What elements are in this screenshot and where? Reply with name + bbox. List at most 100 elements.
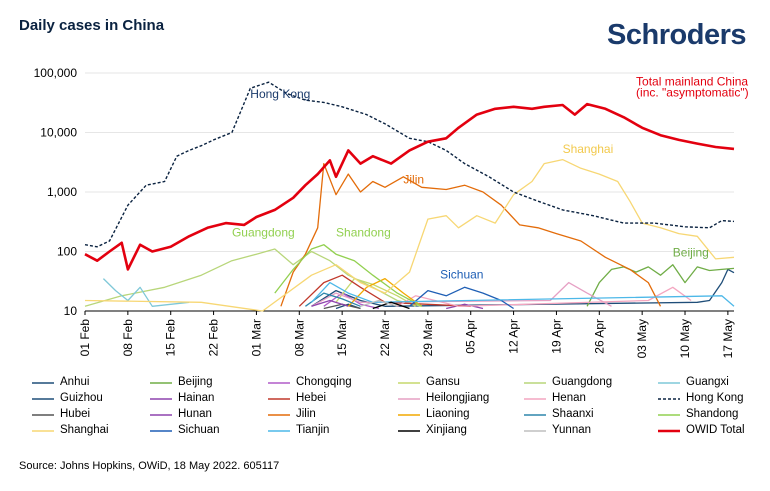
x-tick-label: 10 May [678,319,692,358]
x-tick-label: 05 Apr [464,319,478,354]
y-tick-label: 100 [57,245,77,259]
x-tick-label: 15 Feb [164,319,178,357]
x-tick-label: 22 Feb [207,319,221,357]
source-note: Source: Johns Hopkins, OWiD, 18 May 2022… [19,460,280,472]
legend-label: Chongqing [296,376,352,388]
series-annotation: Sichuan [440,268,483,282]
legend-label: Yunnan [552,424,592,436]
x-tick-label: 17 May [721,319,735,358]
series-line-hunan [311,299,349,307]
legend-label: Guangxi [686,376,729,388]
legend-swatch [32,430,54,432]
chart-axes: 10 100 1,000 10,000 100,000 01 Feb 08 Feb 15 Fe… [34,66,735,358]
legend-swatch [658,398,680,400]
legend-swatch [658,429,680,433]
legend-swatch [524,414,546,416]
legend-swatch [150,430,172,432]
chart-area: 10 100 1,000 10,000 100,000 01 Feb 08 Feb 15 Fe… [34,66,749,358]
series-annotation: (inc. "asymptomatic") [636,86,749,100]
series-annotation: Total mainland China [636,74,748,88]
series-line-liaoning [347,277,423,307]
series-line-guangdong [84,248,422,307]
series-annotation: Beijing [673,246,709,260]
legend-label: Tianjin [296,424,330,436]
legend-swatch [268,414,290,416]
series-line-jilin [280,162,662,307]
legend-swatch [658,382,680,384]
x-tick-label: 29 Mar [421,319,435,356]
legend-swatch [150,398,172,400]
legend-label: Gansu [426,376,460,388]
y-tick-label: 10 [64,304,78,318]
series-line-hong-kong [84,81,735,248]
legend-label: Heilongjiang [426,392,490,404]
legend-label: Liaoning [426,408,470,420]
legend-label: Hainan [178,392,215,404]
x-tick-label: 03 May [635,319,649,358]
series-annotation: Shanghai [563,142,614,156]
brand-logo: Schroders [607,19,746,51]
legend-swatch [524,430,546,432]
legend-swatch [398,430,420,432]
grid-lines [85,72,734,252]
chart-title: Daily cases in China [19,17,165,34]
series-line-heilongjiang [311,281,612,307]
legend-label: Hubei [60,408,91,420]
x-tick-label: 22 Mar [378,319,392,356]
legend-swatch [32,398,54,400]
legend-swatch [268,382,290,384]
legend-label: Guizhou [60,392,103,404]
annotation-layer: Hong Kong Total mainland China(inc. "asym… [232,74,749,281]
legend-label: Shandong [686,408,739,420]
legend-label: Xinjiang [426,424,467,436]
x-tick-label: 26 Apr [592,319,606,354]
x-tick-label: 19 Apr [549,319,563,354]
legend-label: Henan [552,392,586,404]
series-annotation: Guangdong [232,225,295,239]
legend-swatch [524,398,546,400]
x-tick-label: 12 Apr [507,319,521,354]
legend-label: Anhui [60,376,90,388]
series-line-xinjiang [372,301,410,310]
x-tick-label: 08 Mar [292,319,306,356]
series-annotation: Jilin [403,172,424,186]
series-annotation: Shandong [336,225,391,239]
series-line-hainan [446,303,484,310]
series-line-yunnan [360,299,398,307]
series-line-henan [396,286,692,307]
legend-label: OWID Total [686,424,745,436]
legend-label: Shaanxi [552,408,594,420]
y-tick-label: 1,000 [47,185,77,199]
series-layer [84,81,735,312]
series-line-tianjin [311,281,735,307]
legend-label: Guangdong [552,376,613,388]
series-line-guangxi [102,278,190,307]
x-tick-label: 08 Feb [121,319,135,357]
legend-swatch [268,398,290,400]
y-tick-label: 10,000 [40,126,77,140]
legend-swatch [398,414,420,416]
x-tick-label: 01 Feb [78,319,92,357]
x-tick-label: 01 Mar [249,319,263,356]
legend-label: Beijing [178,376,213,388]
legend-label: Jilin [296,408,316,420]
legend-label: Hunan [178,408,212,420]
series-line-beijing [586,264,735,307]
series-line-owid-total [84,102,735,271]
series-line-hebei [298,274,471,307]
legend-swatch [398,382,420,384]
legend-label: Hong Kong [686,392,744,404]
legend-swatch [32,414,54,416]
legend-label: Shanghai [60,424,109,436]
legend-label: Sichuan [178,424,220,436]
legend-swatch [32,382,54,384]
y-tick-label: 100,000 [34,66,78,80]
x-tick-label: 15 Mar [335,319,349,356]
legend-swatch [398,398,420,400]
legend-swatch [658,414,680,416]
legend-swatch [268,430,290,432]
series-line-shandong [274,244,423,307]
legend-swatch [524,382,546,384]
legend-label: Hebei [296,392,327,404]
series-annotation: Hong Kong [250,87,310,101]
